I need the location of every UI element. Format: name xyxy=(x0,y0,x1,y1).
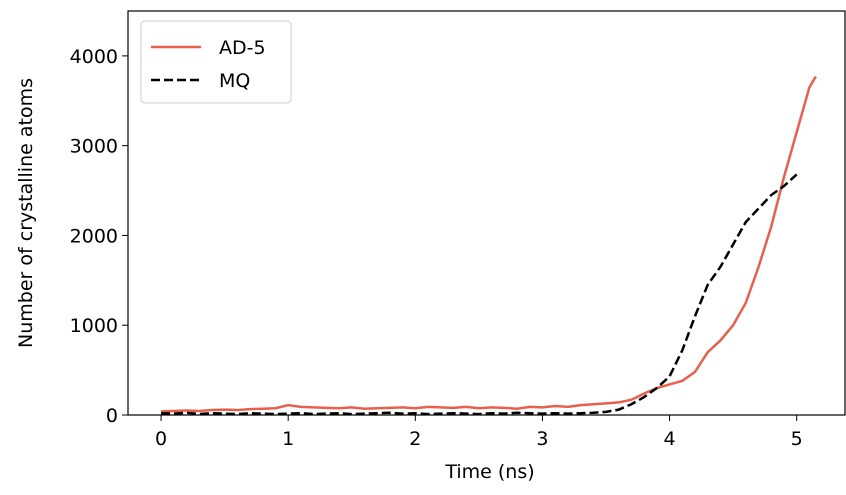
y-tick-label: 2000 xyxy=(70,225,118,247)
x-axis-label: Time (ns) xyxy=(444,461,534,483)
y-tick-label: 3000 xyxy=(70,136,118,158)
x-tick-label: 3 xyxy=(536,428,548,450)
x-tick-label: 0 xyxy=(155,428,167,450)
x-tick-label: 1 xyxy=(282,428,294,450)
axes-frame xyxy=(127,10,846,416)
x-tick-label: 4 xyxy=(664,428,676,450)
legend-label: AD-5 xyxy=(219,37,266,59)
series-line xyxy=(161,75,817,413)
legend-box xyxy=(140,20,292,104)
y-tick-label: 4000 xyxy=(70,46,118,68)
y-tick-label: 1000 xyxy=(70,315,118,337)
x-tick-label: 5 xyxy=(791,428,803,450)
y-tick-label: 0 xyxy=(106,405,118,427)
y-axis-label: Number of crystalline atoms xyxy=(15,78,37,348)
legend-label: MQ xyxy=(219,70,250,92)
x-tick-label: 2 xyxy=(409,428,421,450)
series-line xyxy=(161,173,798,416)
